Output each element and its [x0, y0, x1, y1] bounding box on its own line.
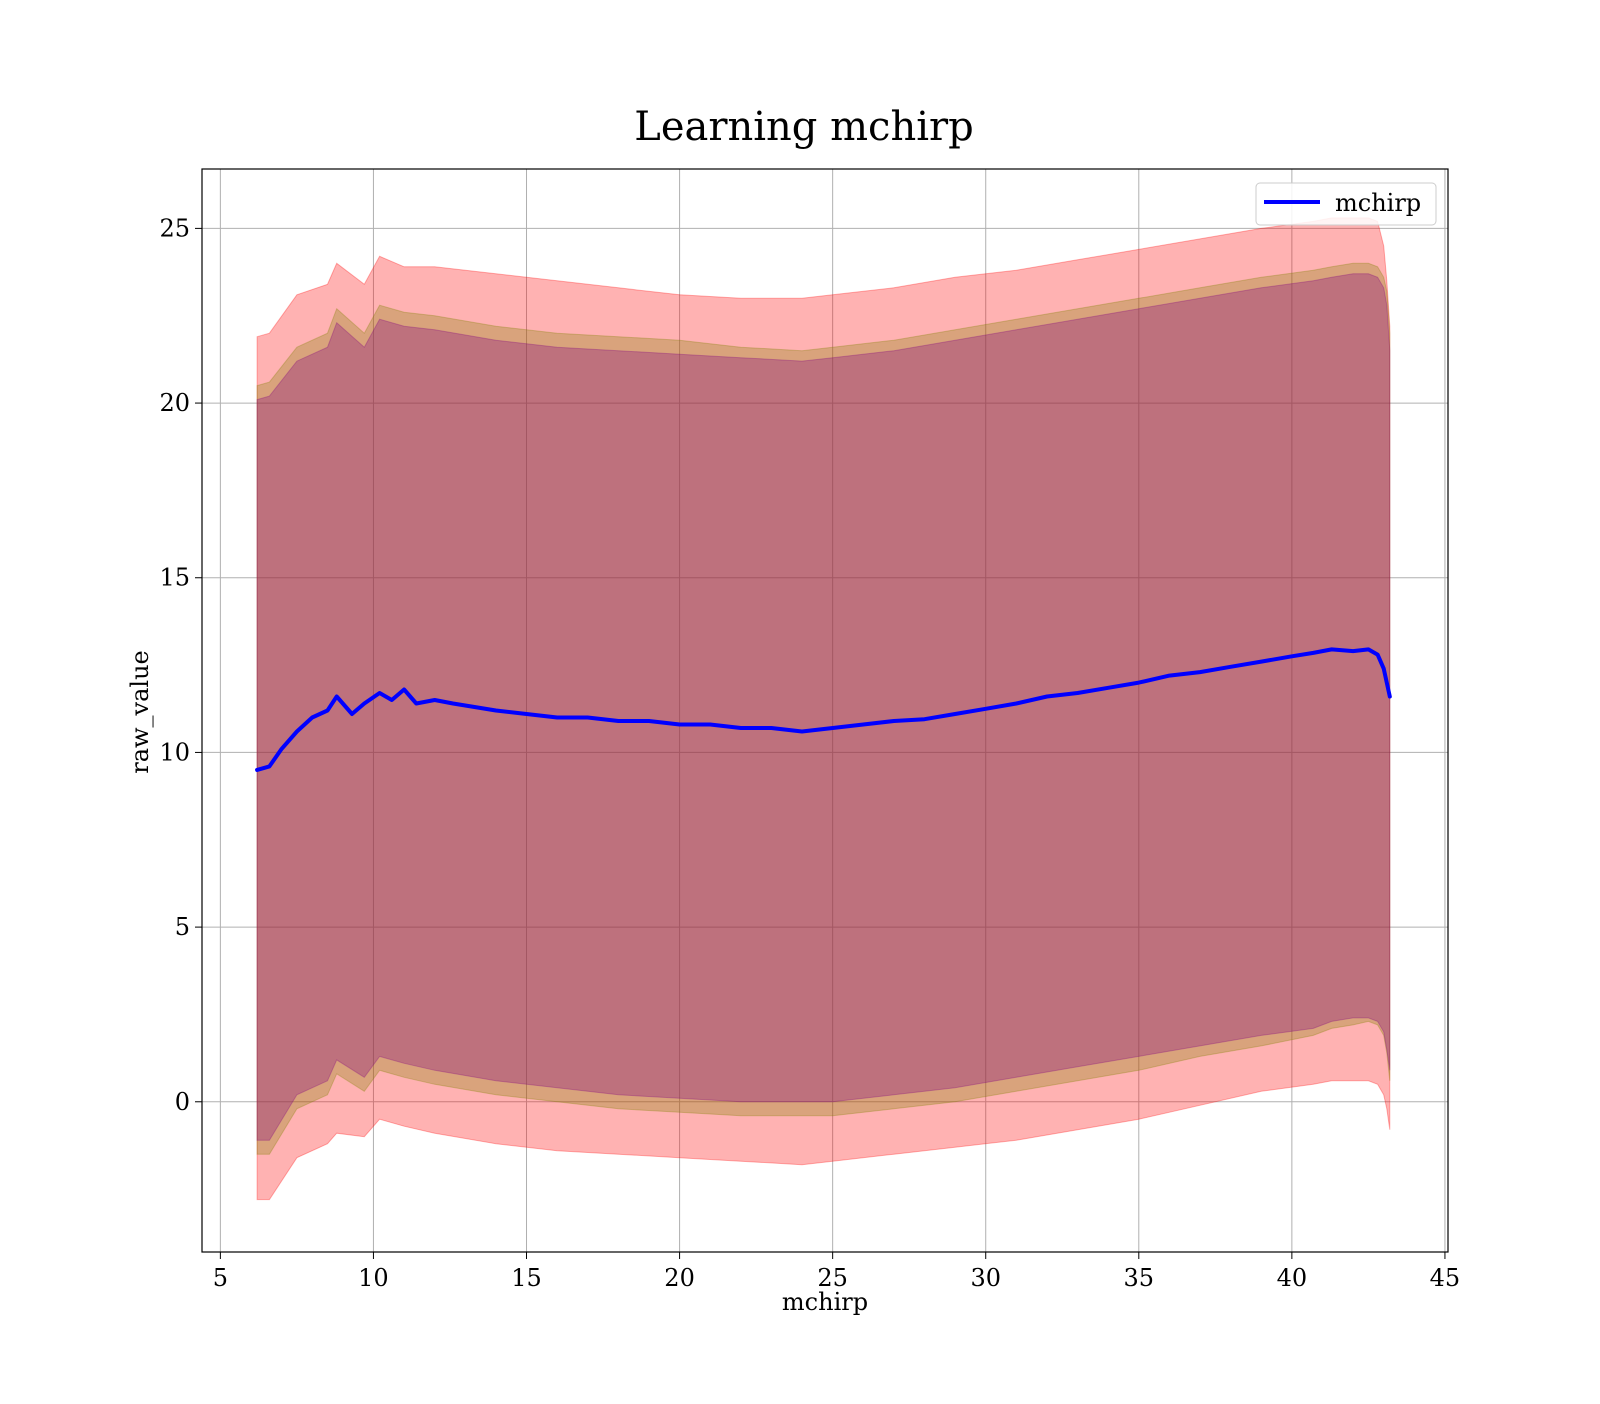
y-tick-label-10: 10: [159, 738, 190, 766]
x-tick-label-25: 25: [817, 1264, 848, 1292]
x-tick-label-35: 35: [1124, 1264, 1155, 1292]
y-axis-label: raw_value: [126, 650, 154, 774]
x-tick-label-40: 40: [1277, 1264, 1308, 1292]
y-tick-label-5: 5: [175, 913, 190, 941]
chart-title: Learning mchirp: [634, 104, 973, 150]
y-tick-label-15: 15: [159, 564, 190, 592]
band-0: [256, 217, 1391, 1201]
x-tick-label-20: 20: [664, 1264, 695, 1292]
x-tick-label-10: 10: [358, 1264, 389, 1292]
legend-label-mchirp: mchirp: [1335, 189, 1421, 217]
x-tick-label-5: 5: [213, 1264, 228, 1292]
y-axis-ticks: 0 5 10 15 20 25: [159, 214, 202, 1116]
series-line-mchirp: [255, 647, 1392, 772]
x-axis-ticks: 5 10 15 20 25 30 35 40 45: [213, 1252, 1460, 1292]
y-tick-label-0: 0: [175, 1088, 190, 1116]
y-tick-label-20: 20: [159, 389, 190, 417]
legend: mchirp: [1255, 182, 1437, 226]
band-2: [256, 273, 1391, 1141]
plot-frame: [201, 168, 1449, 1253]
x-tick-label-30: 30: [970, 1264, 1001, 1292]
y-tick-label-25: 25: [159, 214, 190, 242]
x-tick-label-15: 15: [511, 1264, 542, 1292]
confidence-bands: [256, 217, 1391, 1201]
x-axis-label: mchirp: [782, 1288, 868, 1316]
legend-box: [1255, 182, 1437, 226]
series-lines: [255, 647, 1392, 772]
x-tick-label-45: 45: [1430, 1264, 1461, 1292]
band-1: [256, 262, 1391, 1155]
